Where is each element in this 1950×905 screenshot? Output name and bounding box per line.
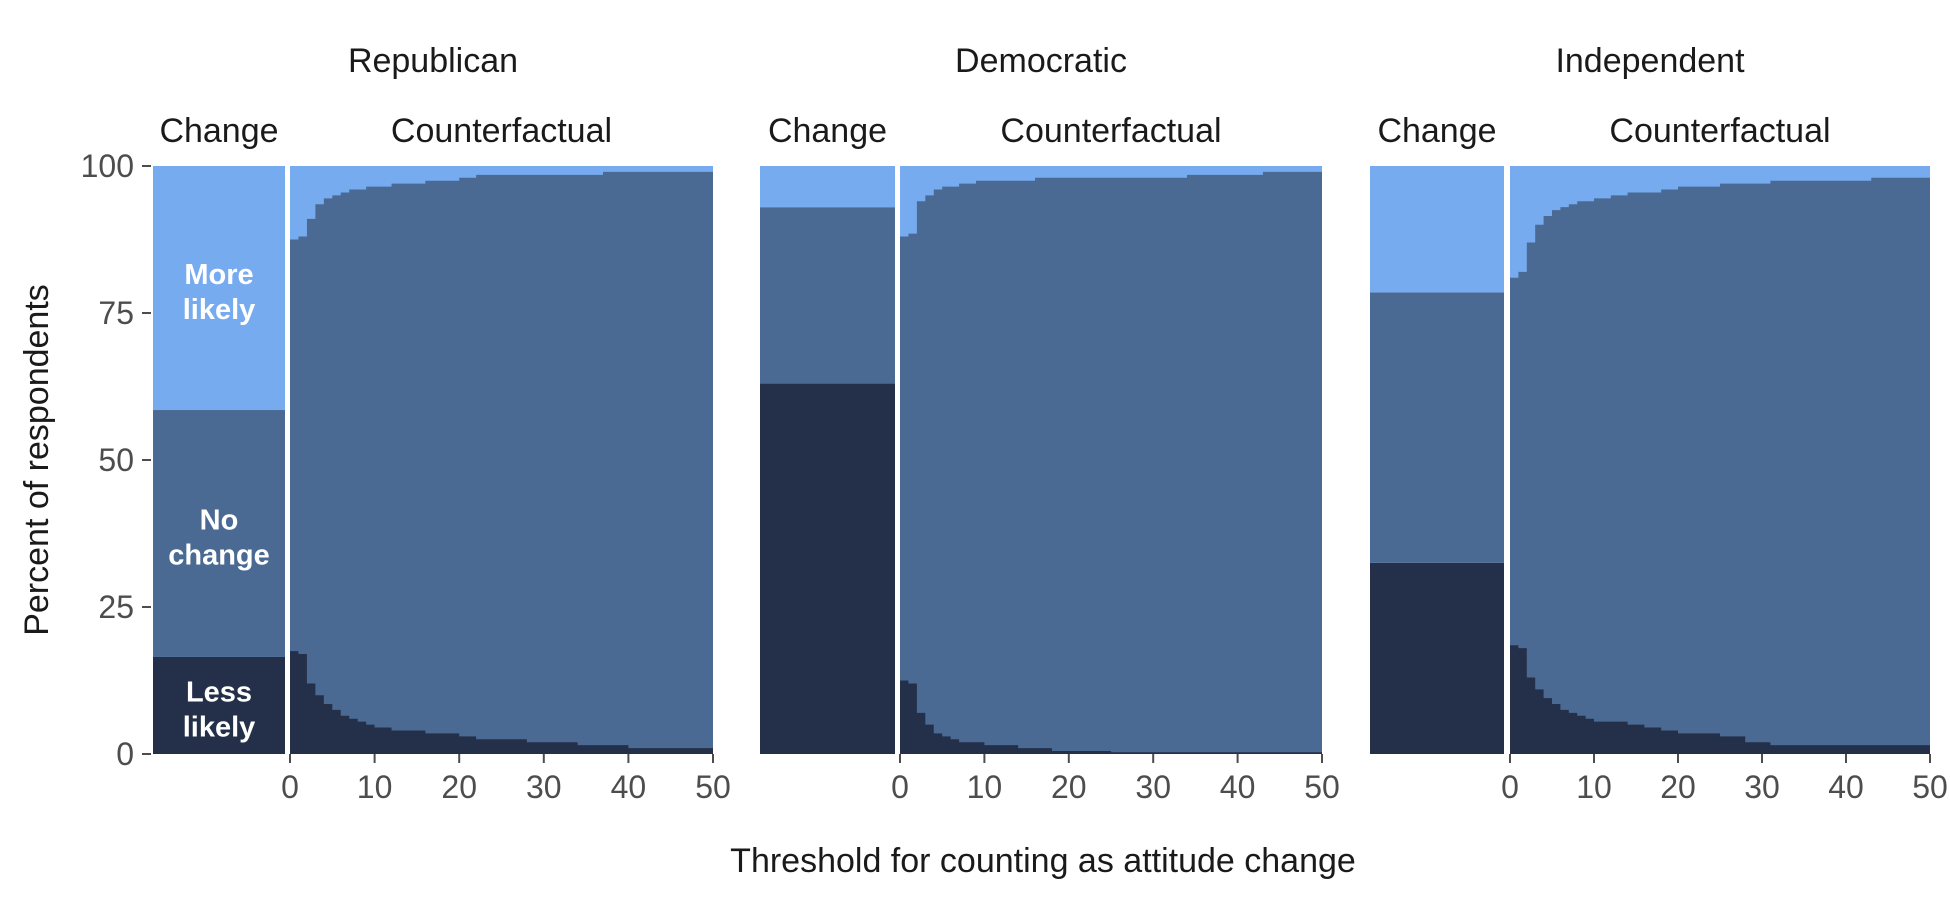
x-tick-label: 20 [1051, 769, 1087, 805]
counterfactual-nochange-area [900, 171, 1322, 754]
strip-label-change: Change [1377, 112, 1496, 150]
label-more-likely-line1: More [184, 259, 253, 291]
x-tick-label: 50 [695, 769, 731, 805]
panel-title: Independent [1555, 42, 1745, 80]
panel-democratic: Democratic Change Counterfactual [760, 42, 1322, 754]
x-tick-label: 20 [441, 769, 477, 805]
y-tick-label: 25 [98, 589, 134, 625]
strip-label-counterfactual: Counterfactual [1609, 112, 1830, 150]
counterfactual-nochange-area [1510, 177, 1930, 754]
label-less-likely-line2: likely [183, 711, 256, 743]
x-tick-label: 40 [1828, 769, 1864, 805]
change-bar-none [760, 207, 895, 384]
change-bar-none [153, 410, 285, 657]
counterfactual-nochange-area [290, 171, 713, 754]
x-tick-label: 0 [281, 769, 299, 805]
change-bar-more [1370, 166, 1504, 293]
change-bar-less [1370, 562, 1504, 754]
panel-title: Democratic [955, 42, 1127, 80]
change-bar-less [760, 383, 895, 754]
y-tick-label: 0 [116, 736, 134, 772]
y-tick-label: 100 [81, 148, 134, 184]
strip-label-change: Change [159, 112, 278, 150]
x-tick-label: 30 [526, 769, 562, 805]
label-no-change-line1: No [200, 505, 239, 537]
label-more-likely-line2: likely [183, 294, 256, 326]
x-axis-title: Threshold for counting as attitude chang… [730, 842, 1356, 880]
panel-title: Republican [348, 42, 518, 80]
strip-label-counterfactual: Counterfactual [1000, 112, 1221, 150]
x-tick-label: 0 [1501, 769, 1519, 805]
x-tick-label: 20 [1660, 769, 1696, 805]
change-bar-more [153, 166, 285, 411]
x-tick-label: 40 [611, 769, 647, 805]
counterfactual-less-area [290, 651, 713, 754]
change-bar-none [1370, 292, 1504, 563]
change-bar-more [760, 166, 895, 208]
x-tick-label: 0 [891, 769, 909, 805]
y-tick-label: 50 [98, 442, 134, 478]
x-tick-label: 50 [1304, 769, 1340, 805]
axes: 0 10 20 30 40 50 0 10 20 30 40 50 0 10 20 30 40 50 0 25 50 75… [81, 148, 1948, 805]
x-tick-label: 30 [1744, 769, 1780, 805]
x-tick-label: 30 [1135, 769, 1171, 805]
x-tick-label: 10 [357, 769, 393, 805]
x-tick-label: 40 [1220, 769, 1256, 805]
label-no-change-line2: change [168, 540, 270, 572]
y-tick-label: 75 [98, 295, 134, 331]
strip-label-change: Change [768, 112, 887, 150]
counterfactual-less-area [1510, 645, 1930, 754]
counterfactual-less-area [900, 680, 1322, 754]
x-tick-label: 50 [1912, 769, 1948, 805]
x-tick-label: 10 [967, 769, 1003, 805]
x-tick-label: 10 [1576, 769, 1612, 805]
change-bar-less [153, 656, 285, 754]
strip-label-counterfactual: Counterfactual [391, 112, 612, 150]
y-axis-title: Percent of respondents [18, 284, 56, 636]
label-less-likely-line1: Less [186, 676, 252, 708]
panel-independent: Independent Change Counterfactual [1370, 42, 1930, 754]
